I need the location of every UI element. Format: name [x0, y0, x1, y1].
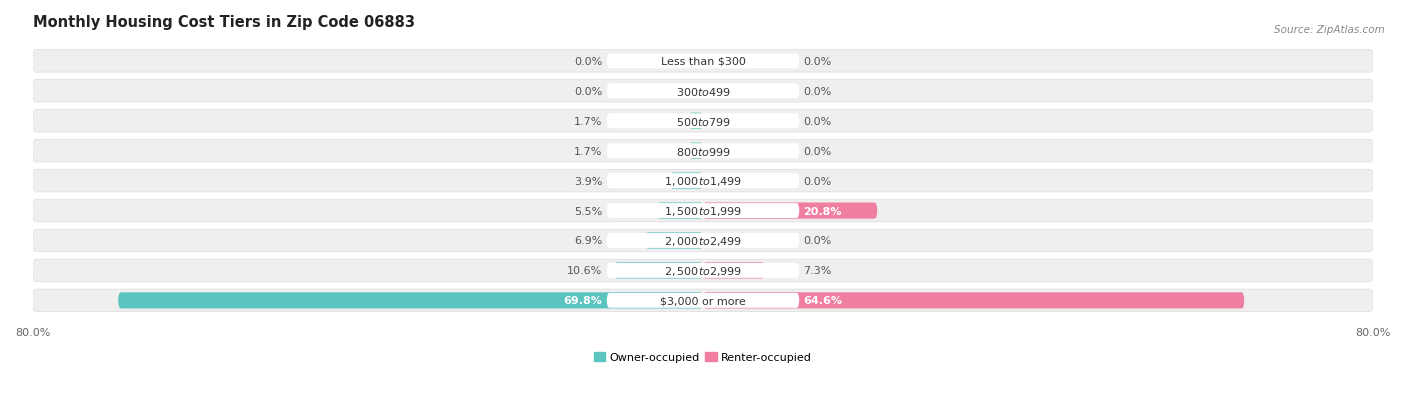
Text: 20.8%: 20.8%	[804, 206, 842, 216]
FancyBboxPatch shape	[689, 114, 703, 130]
FancyBboxPatch shape	[606, 84, 800, 99]
Text: Less than $300: Less than $300	[661, 57, 745, 66]
FancyBboxPatch shape	[703, 203, 877, 219]
Text: 0.0%: 0.0%	[804, 176, 832, 186]
FancyBboxPatch shape	[32, 170, 1374, 192]
Text: 69.8%: 69.8%	[564, 296, 602, 306]
Text: $800 to $999: $800 to $999	[675, 145, 731, 157]
FancyBboxPatch shape	[32, 260, 1374, 282]
FancyBboxPatch shape	[606, 263, 800, 278]
FancyBboxPatch shape	[614, 263, 703, 279]
FancyBboxPatch shape	[606, 114, 800, 129]
Text: $500 to $799: $500 to $799	[675, 116, 731, 128]
Text: $2,500 to $2,999: $2,500 to $2,999	[664, 264, 742, 277]
Text: 0.0%: 0.0%	[574, 57, 602, 66]
Text: 0.0%: 0.0%	[574, 87, 602, 97]
Text: Source: ZipAtlas.com: Source: ZipAtlas.com	[1274, 25, 1385, 35]
FancyBboxPatch shape	[32, 230, 1374, 252]
FancyBboxPatch shape	[657, 203, 703, 219]
FancyBboxPatch shape	[32, 290, 1374, 312]
Text: 7.3%: 7.3%	[804, 266, 832, 276]
FancyBboxPatch shape	[32, 200, 1374, 222]
FancyBboxPatch shape	[606, 293, 800, 308]
FancyBboxPatch shape	[118, 292, 703, 309]
Text: 64.6%: 64.6%	[804, 296, 842, 306]
Text: $300 to $499: $300 to $499	[675, 85, 731, 97]
FancyBboxPatch shape	[606, 233, 800, 248]
Legend: Owner-occupied, Renter-occupied: Owner-occupied, Renter-occupied	[589, 347, 817, 367]
FancyBboxPatch shape	[606, 204, 800, 218]
FancyBboxPatch shape	[645, 233, 703, 249]
Text: $1,500 to $1,999: $1,500 to $1,999	[664, 204, 742, 218]
FancyBboxPatch shape	[606, 144, 800, 159]
FancyBboxPatch shape	[32, 50, 1374, 73]
Text: 0.0%: 0.0%	[804, 116, 832, 126]
FancyBboxPatch shape	[703, 263, 765, 279]
FancyBboxPatch shape	[671, 173, 703, 189]
Text: 0.0%: 0.0%	[804, 146, 832, 156]
FancyBboxPatch shape	[32, 140, 1374, 162]
Text: 6.9%: 6.9%	[574, 236, 602, 246]
Text: $2,000 to $2,499: $2,000 to $2,499	[664, 235, 742, 247]
Text: 10.6%: 10.6%	[567, 266, 602, 276]
Text: $1,000 to $1,499: $1,000 to $1,499	[664, 175, 742, 188]
FancyBboxPatch shape	[606, 174, 800, 189]
Text: 1.7%: 1.7%	[574, 146, 602, 156]
FancyBboxPatch shape	[32, 110, 1374, 133]
Text: $3,000 or more: $3,000 or more	[661, 296, 745, 306]
Text: 0.0%: 0.0%	[804, 57, 832, 66]
Text: 1.7%: 1.7%	[574, 116, 602, 126]
Text: 0.0%: 0.0%	[804, 87, 832, 97]
FancyBboxPatch shape	[606, 54, 800, 69]
Text: 3.9%: 3.9%	[574, 176, 602, 186]
FancyBboxPatch shape	[32, 81, 1374, 103]
FancyBboxPatch shape	[689, 143, 703, 159]
Text: 0.0%: 0.0%	[804, 236, 832, 246]
FancyBboxPatch shape	[703, 292, 1244, 309]
Text: 5.5%: 5.5%	[574, 206, 602, 216]
Text: Monthly Housing Cost Tiers in Zip Code 06883: Monthly Housing Cost Tiers in Zip Code 0…	[32, 15, 415, 30]
